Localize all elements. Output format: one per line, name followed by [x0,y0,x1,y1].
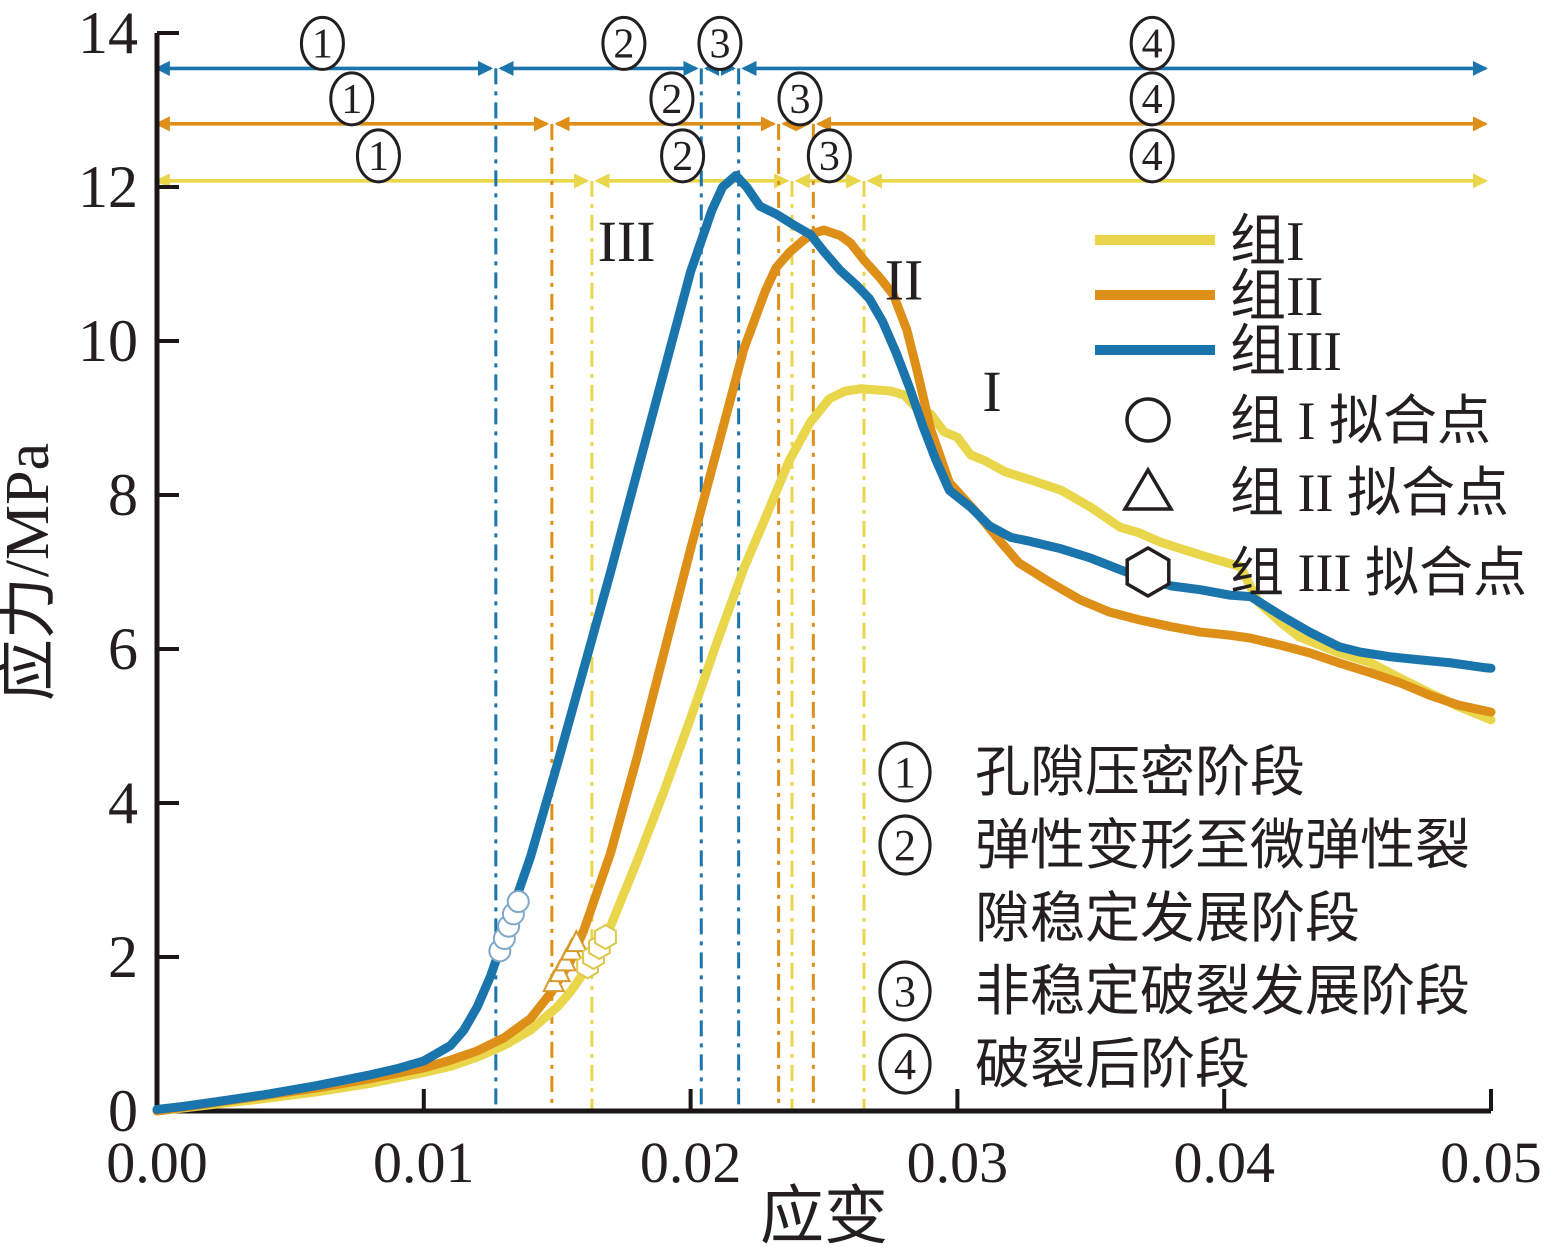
stage-legend-number-4: 4 [894,1040,916,1089]
curve-组II [152,225,1496,1116]
curve-组III [152,170,1496,1114]
x-tick-label: 0.03 [907,1130,1009,1195]
x-tick-label: 0.02 [640,1130,742,1195]
x-tick-label: 0.01 [373,1130,475,1195]
stage-number-组III: 4 [1142,21,1163,67]
stage-number-组I: 1 [368,134,389,180]
stage-number-badge-组III [299,15,345,71]
y-tick-label: 4 [108,770,138,836]
stage-number-badge-组I [1129,128,1175,184]
y-tick-label: 6 [108,616,138,682]
stage-legend-badge-1 [878,741,932,803]
stage-number-组I: 3 [819,134,840,180]
legend-marker-label-2: 组 II 拟合点 [1230,463,1509,523]
stage-number-组I: 4 [1142,134,1163,180]
y-tick-label: 0 [108,1078,138,1144]
curve-label-I: I [982,359,1001,424]
curve-label-III: III [598,209,656,274]
stage-legend-badge-4 [878,1033,932,1095]
legend-marker-label-3: 组 III 拟合点 [1230,543,1527,603]
stage-number-badge-组III [601,15,647,71]
stage-number-badge-组I [660,128,706,184]
y-tick-label: 2 [108,924,138,990]
y-tick-label: 14 [78,0,138,66]
legend-hexagon-marker-icon [1125,545,1171,599]
stage-number-badge-组I [355,128,401,184]
y-tick-label: 8 [108,462,138,528]
legend-marker-label-1: 组 I 拟合点 [1230,391,1491,451]
stage-number-badge-组II [777,71,823,127]
x-tick-label: 0.05 [1440,1130,1542,1195]
stage-legend-text-2: 弹性变形至微弹性裂 [975,815,1470,876]
fit-marker-hexagon [594,923,617,951]
legend-circle-marker-icon [1125,397,1171,443]
stage-number-组III: 1 [312,21,333,67]
stage-number-组II: 1 [341,77,362,123]
x-tick-label: 0.00 [106,1130,208,1195]
stage-legend-number-2: 2 [894,821,916,870]
stage-number-组III: 3 [709,21,730,67]
fit-marker-triangle [564,928,589,953]
legend-label-2: 组II [1230,266,1323,328]
stage-number-组I: 2 [672,134,693,180]
stage-legend-badge-3 [878,960,932,1022]
x-tick-label: 0.04 [1173,1130,1275,1195]
stage-legend-number-1: 1 [894,748,916,797]
stage-number-badge-组III [697,15,743,71]
y-tick-label: 10 [78,308,138,374]
stage-number-组II: 3 [789,77,810,123]
stage-legend-text-1: 孔隙压密阶段 [975,742,1305,803]
y-tick-label: 12 [78,154,138,220]
stage-legend-text-3: 隙稳定发展阶段 [975,888,1360,949]
stage-number-badge-组II [649,71,695,127]
stage-number-badge-组I [806,128,852,184]
stage-number-组II: 2 [661,77,682,123]
y-axis-title: 应力/MPa [0,443,62,701]
stage-number-badge-组II [1129,71,1175,127]
fit-marker-circle [506,890,530,914]
x-axis-title: 应变 [760,1181,888,1252]
legend-label-1: 组I [1230,211,1305,273]
stage-number-badge-组III [1129,15,1175,71]
stage-legend-number-3: 3 [894,967,916,1016]
legend-triangle-marker-icon [1121,466,1175,511]
legend-label-3: 组III [1230,321,1342,383]
curve-label-II: II [885,247,924,312]
stage-number-badge-组II [329,71,375,127]
stage-number-组II: 4 [1142,77,1163,123]
stage-legend-text-4: 非稳定破裂发展阶段 [975,961,1470,1022]
stage-legend-badge-2 [878,814,932,876]
stage-legend-text-5: 破裂后阶段 [975,1034,1250,1095]
stage-number-组III: 2 [613,21,634,67]
